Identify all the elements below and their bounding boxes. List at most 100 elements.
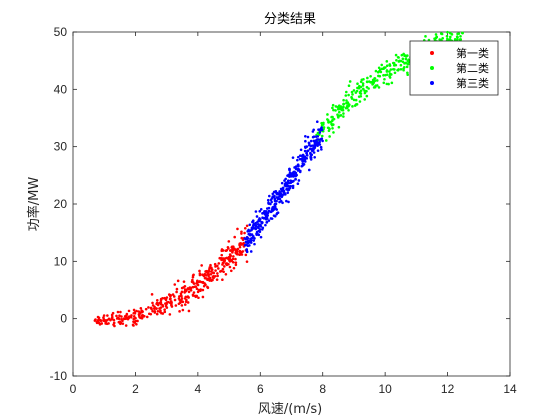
- scatter-point: [291, 171, 295, 174]
- scatter-point: [182, 280, 186, 283]
- scatter-point: [388, 70, 391, 73]
- legend-marker: [430, 51, 434, 55]
- scatter-point: [130, 314, 133, 317]
- scatter-point: [147, 306, 150, 309]
- scatter-point: [229, 249, 232, 252]
- scatter-point: [249, 250, 253, 253]
- scatter-point: [234, 257, 237, 261]
- scatter-point: [315, 120, 319, 123]
- scatter-point: [221, 278, 224, 281]
- scatter-point: [153, 311, 157, 314]
- scatter-point: [261, 228, 264, 231]
- scatter-point: [153, 307, 156, 310]
- scatter-point: [347, 104, 350, 108]
- scatter-point: [270, 197, 274, 200]
- scatter-point: [198, 280, 201, 284]
- scatter-point: [226, 245, 230, 249]
- scatter-point: [298, 157, 302, 161]
- scatter-point: [219, 270, 222, 273]
- scatter-point: [132, 308, 136, 312]
- y-tick-label: 10: [54, 254, 68, 268]
- scatter-point: [259, 235, 263, 239]
- scatter-point: [135, 323, 138, 326]
- scatter-point: [182, 286, 185, 289]
- scatter-point: [197, 296, 200, 300]
- scatter-point: [94, 318, 97, 321]
- scatter-point: [317, 128, 320, 131]
- scatter-point: [339, 114, 343, 117]
- scatter-point: [332, 108, 335, 112]
- scatter-point: [301, 164, 305, 167]
- scatter-point: [171, 293, 175, 296]
- scatter-point: [155, 301, 159, 305]
- scatter-point: [196, 279, 199, 283]
- scatter-point: [251, 224, 255, 227]
- scatter-point: [227, 257, 230, 261]
- scatter-point: [334, 109, 337, 112]
- scatter-point: [400, 53, 404, 57]
- scatter-point: [288, 167, 291, 171]
- scatter-point: [155, 307, 158, 310]
- scatter-point: [352, 98, 356, 102]
- scatter-point: [249, 239, 252, 243]
- x-tick-label: 4: [195, 382, 202, 396]
- scatter-point: [232, 248, 235, 252]
- scatter-point: [116, 310, 120, 314]
- scatter-point: [213, 262, 217, 266]
- scatter-point: [191, 294, 195, 297]
- scatter-point: [405, 65, 409, 69]
- scatter-point: [168, 297, 172, 301]
- scatter-point: [193, 294, 197, 298]
- scatter-point: [357, 86, 361, 90]
- scatter-point: [296, 182, 300, 186]
- scatter-point: [457, 32, 461, 35]
- scatter-point: [385, 70, 389, 73]
- scatter-point: [149, 306, 153, 310]
- scatter-point: [282, 189, 286, 193]
- scatter-point: [239, 252, 242, 256]
- scatter-point: [234, 261, 238, 264]
- scatter-point: [377, 86, 381, 89]
- scatter-point: [98, 323, 102, 326]
- scatter-point: [241, 250, 245, 253]
- scatter-point: [389, 68, 393, 71]
- scatter-point: [245, 260, 249, 263]
- scatter-point: [320, 134, 324, 138]
- scatter-point: [202, 284, 206, 288]
- scatter-point: [305, 157, 309, 160]
- scatter-point: [274, 190, 277, 193]
- scatter-point: [191, 281, 195, 284]
- scatter-point: [216, 272, 219, 275]
- scatter-point: [407, 58, 410, 61]
- scatter-point: [311, 130, 315, 133]
- scatter-point: [214, 269, 217, 272]
- scatter-point: [338, 106, 342, 109]
- scatter-point: [141, 310, 144, 314]
- scatter-point: [142, 314, 146, 318]
- scatter-point: [375, 79, 379, 82]
- scatter-point: [371, 78, 375, 82]
- scatter-point: [228, 265, 232, 269]
- scatter-point: [187, 309, 191, 313]
- scatter-point: [267, 206, 271, 210]
- scatter-point: [342, 115, 345, 118]
- scatter-point: [273, 197, 277, 201]
- y-tick-label: 40: [54, 82, 68, 96]
- scatter-point: [338, 110, 341, 114]
- scatter-point: [363, 98, 367, 101]
- scatter-point: [221, 267, 225, 271]
- scatter-point: [210, 268, 214, 271]
- y-tick-label: -10: [50, 369, 68, 383]
- scatter-point: [118, 314, 121, 317]
- scatter-point: [195, 282, 198, 285]
- scatter-point: [441, 36, 445, 40]
- scatter-point: [159, 306, 163, 309]
- scatter-point: [393, 68, 396, 71]
- scatter-point: [267, 201, 270, 205]
- scatter-point: [289, 173, 292, 177]
- scatter-point: [331, 103, 335, 107]
- scatter-point: [277, 193, 281, 196]
- scatter-point: [251, 220, 254, 224]
- scatter-point: [228, 253, 232, 256]
- scatter-point: [283, 191, 286, 195]
